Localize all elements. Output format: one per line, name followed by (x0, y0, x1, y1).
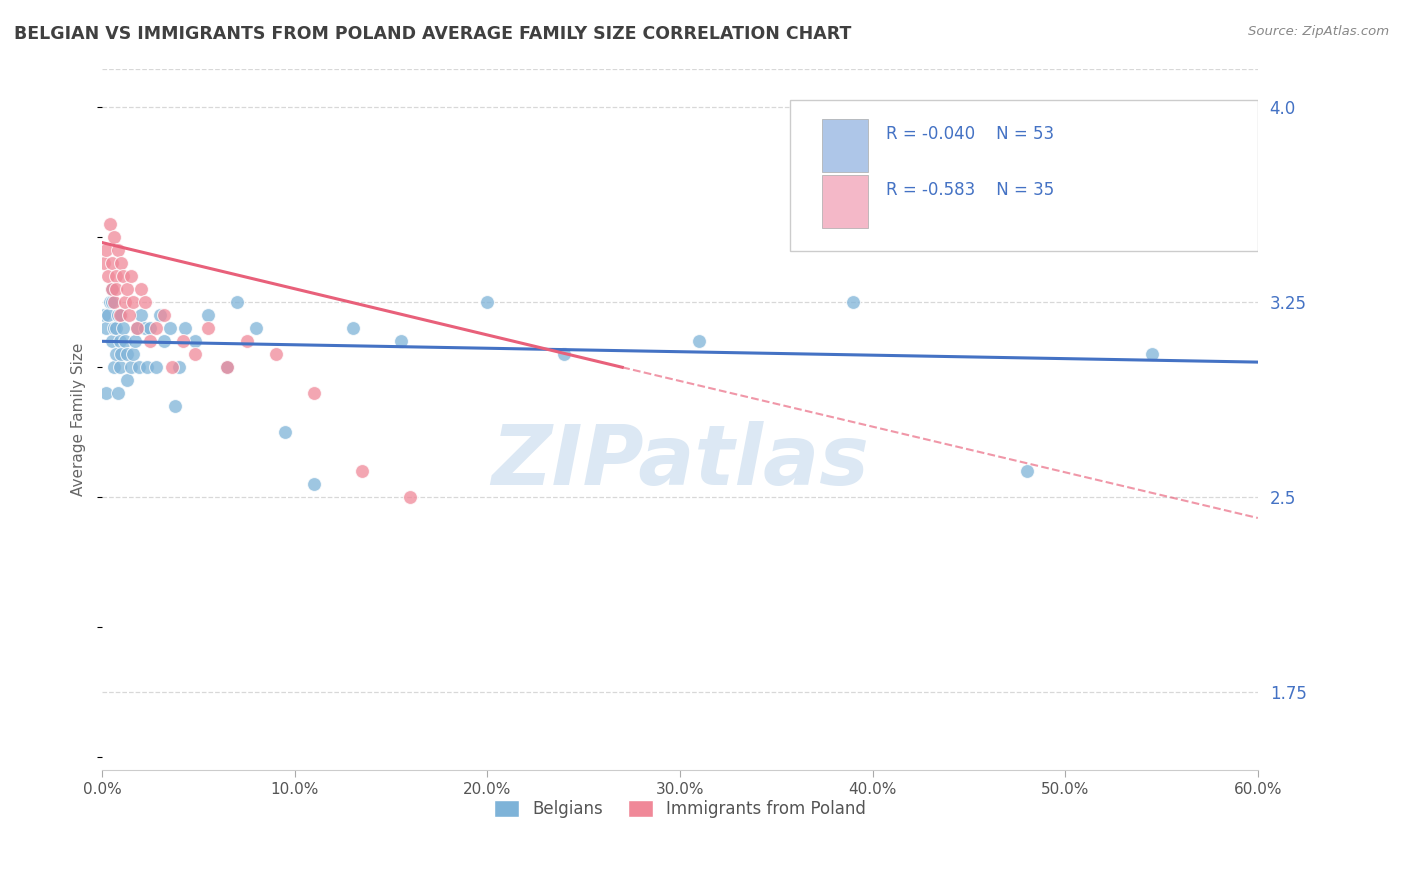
Point (101, 334, 124, 349)
Point (399, 490, 422, 504)
Point (110, 347, 132, 361)
Point (139, 334, 162, 349)
Point (149, 309, 172, 323)
Point (94, 321, 117, 335)
Point (107, 386, 129, 401)
Point (101, 282, 124, 296)
Point (842, 295, 865, 310)
Point (183, 334, 205, 349)
Point (120, 269, 142, 284)
Point (145, 321, 167, 335)
Y-axis label: Average Family Size: Average Family Size (72, 343, 86, 496)
Point (153, 334, 176, 349)
Point (688, 334, 710, 349)
Point (98, 295, 121, 310)
Point (104, 321, 127, 335)
Point (93, 256, 115, 270)
Point (129, 309, 152, 323)
Point (108, 309, 131, 323)
Point (217, 360, 239, 375)
Point (128, 360, 150, 375)
FancyBboxPatch shape (790, 100, 1258, 251)
FancyBboxPatch shape (823, 176, 869, 228)
Text: R = -0.040    N = 53: R = -0.040 N = 53 (886, 125, 1054, 143)
Point (274, 425, 297, 440)
Text: Source: ZipAtlas.com: Source: ZipAtlas.com (1249, 25, 1389, 38)
Point (183, 347, 205, 361)
Point (1140, 347, 1163, 361)
Point (134, 321, 156, 335)
Point (197, 321, 219, 335)
Text: BELGIAN VS IMMIGRANTS FROM POLAND AVERAGE FAMILY SIZE CORRELATION CHART: BELGIAN VS IMMIGRANTS FROM POLAND AVERAG… (14, 25, 852, 43)
Point (235, 334, 257, 349)
Point (108, 360, 131, 375)
Point (134, 295, 156, 310)
Text: ZIPatlas: ZIPatlas (491, 421, 869, 502)
Point (302, 386, 325, 401)
Point (159, 321, 181, 335)
Point (94, 244, 117, 258)
Point (97, 269, 120, 284)
Point (103, 321, 125, 335)
Legend: Belgians, Immigrants from Poland: Belgians, Immigrants from Poland (488, 793, 873, 825)
Point (112, 321, 135, 335)
Point (101, 282, 124, 296)
Point (122, 295, 145, 310)
Point (112, 269, 135, 284)
Point (114, 334, 136, 349)
Point (125, 321, 148, 335)
Point (103, 360, 125, 375)
Point (103, 295, 125, 310)
Point (104, 269, 127, 284)
Point (145, 360, 167, 375)
Point (160, 360, 183, 375)
Point (124, 334, 146, 349)
FancyBboxPatch shape (823, 120, 869, 172)
Point (117, 347, 139, 361)
Point (153, 309, 176, 323)
Point (94, 386, 117, 401)
Point (135, 360, 157, 375)
Point (107, 244, 129, 258)
Point (245, 321, 267, 335)
Point (302, 477, 325, 491)
Point (107, 309, 129, 323)
Point (139, 321, 162, 335)
Point (477, 295, 499, 310)
Point (352, 464, 374, 478)
Point (110, 256, 132, 270)
Point (101, 256, 124, 270)
Point (110, 309, 132, 323)
Point (108, 334, 131, 349)
Point (217, 360, 239, 375)
Point (104, 347, 127, 361)
Point (97, 309, 120, 323)
Point (98, 218, 121, 232)
Point (93, 309, 115, 323)
Point (389, 334, 412, 349)
Point (125, 321, 148, 335)
Point (172, 334, 194, 349)
Point (264, 347, 287, 361)
Point (167, 360, 190, 375)
Point (117, 373, 139, 387)
Point (114, 295, 136, 310)
Point (553, 347, 575, 361)
Point (174, 321, 197, 335)
Point (122, 347, 145, 361)
Point (117, 282, 139, 296)
Text: R = -0.583    N = 35: R = -0.583 N = 35 (886, 181, 1054, 199)
Point (165, 399, 187, 413)
Point (1015, 464, 1038, 478)
Point (101, 295, 124, 310)
Point (197, 309, 219, 323)
Point (103, 230, 125, 244)
Point (118, 309, 141, 323)
Point (342, 321, 364, 335)
Point (104, 282, 127, 296)
Point (226, 295, 249, 310)
Point (120, 360, 142, 375)
Point (129, 282, 152, 296)
